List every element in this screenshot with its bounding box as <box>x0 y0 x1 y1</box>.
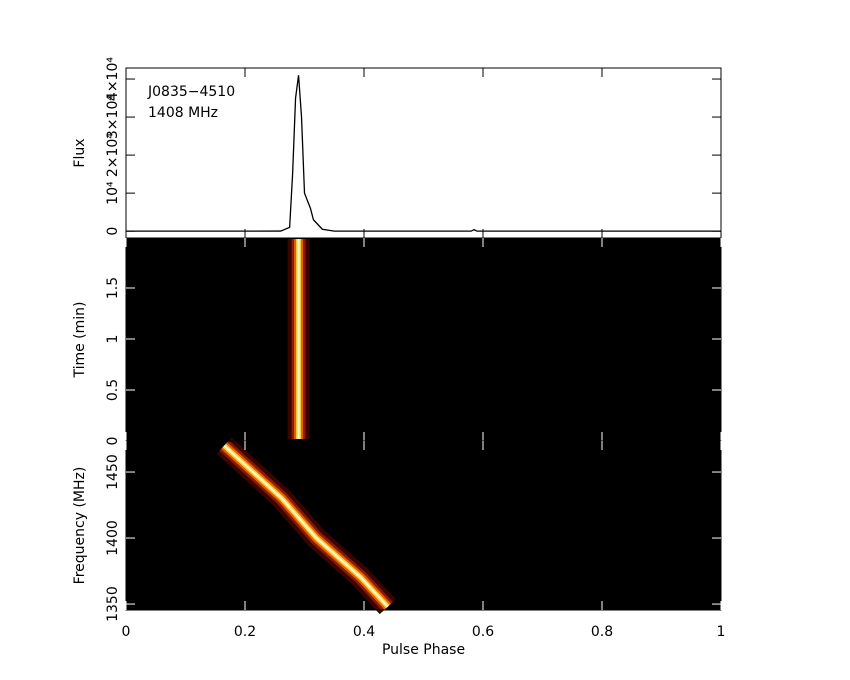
x-tick-label: 0.6 <box>472 624 494 640</box>
y-tick-label: 1350 <box>105 586 121 622</box>
pulse-track <box>223 444 389 608</box>
y-tick-label: 1.5 <box>105 277 121 299</box>
profile-line <box>125 75 721 232</box>
y-tick-label: 10⁴ <box>105 181 121 205</box>
y-axis-label: Time (min) <box>72 301 88 378</box>
y-tick-label: 0 <box>105 437 121 446</box>
y-tick-label: 4×10⁴ <box>105 57 121 101</box>
x-tick-label: 0.8 <box>591 624 613 640</box>
y-tick-label: 1 <box>105 335 121 344</box>
y-tick-label: 2×10⁴ <box>105 133 121 177</box>
heatmap-background <box>126 441 721 610</box>
x-axis-label: Pulse Phase <box>382 642 465 658</box>
x-tick-label: 0.4 <box>353 624 375 640</box>
annotation: J0835−4510 <box>147 84 235 100</box>
panel-frame <box>125 440 722 611</box>
y-tick-label: 0 <box>105 227 121 236</box>
x-tick-label: 0 <box>122 624 131 640</box>
y-axis-label: Flux <box>72 138 88 167</box>
y-tick-label: 1450 <box>105 454 121 490</box>
y-tick-label: 3×10⁴ <box>105 95 121 139</box>
y-tick-label: 1400 <box>105 520 121 556</box>
heatmap-background <box>126 238 721 441</box>
y-axis-label: Frequency (MHz) <box>72 467 88 585</box>
annotation: 1408 MHz <box>148 105 218 121</box>
x-tick-label: 1 <box>717 624 726 640</box>
x-tick-label: 0.2 <box>234 624 256 640</box>
y-tick-label: 0.5 <box>105 379 121 401</box>
